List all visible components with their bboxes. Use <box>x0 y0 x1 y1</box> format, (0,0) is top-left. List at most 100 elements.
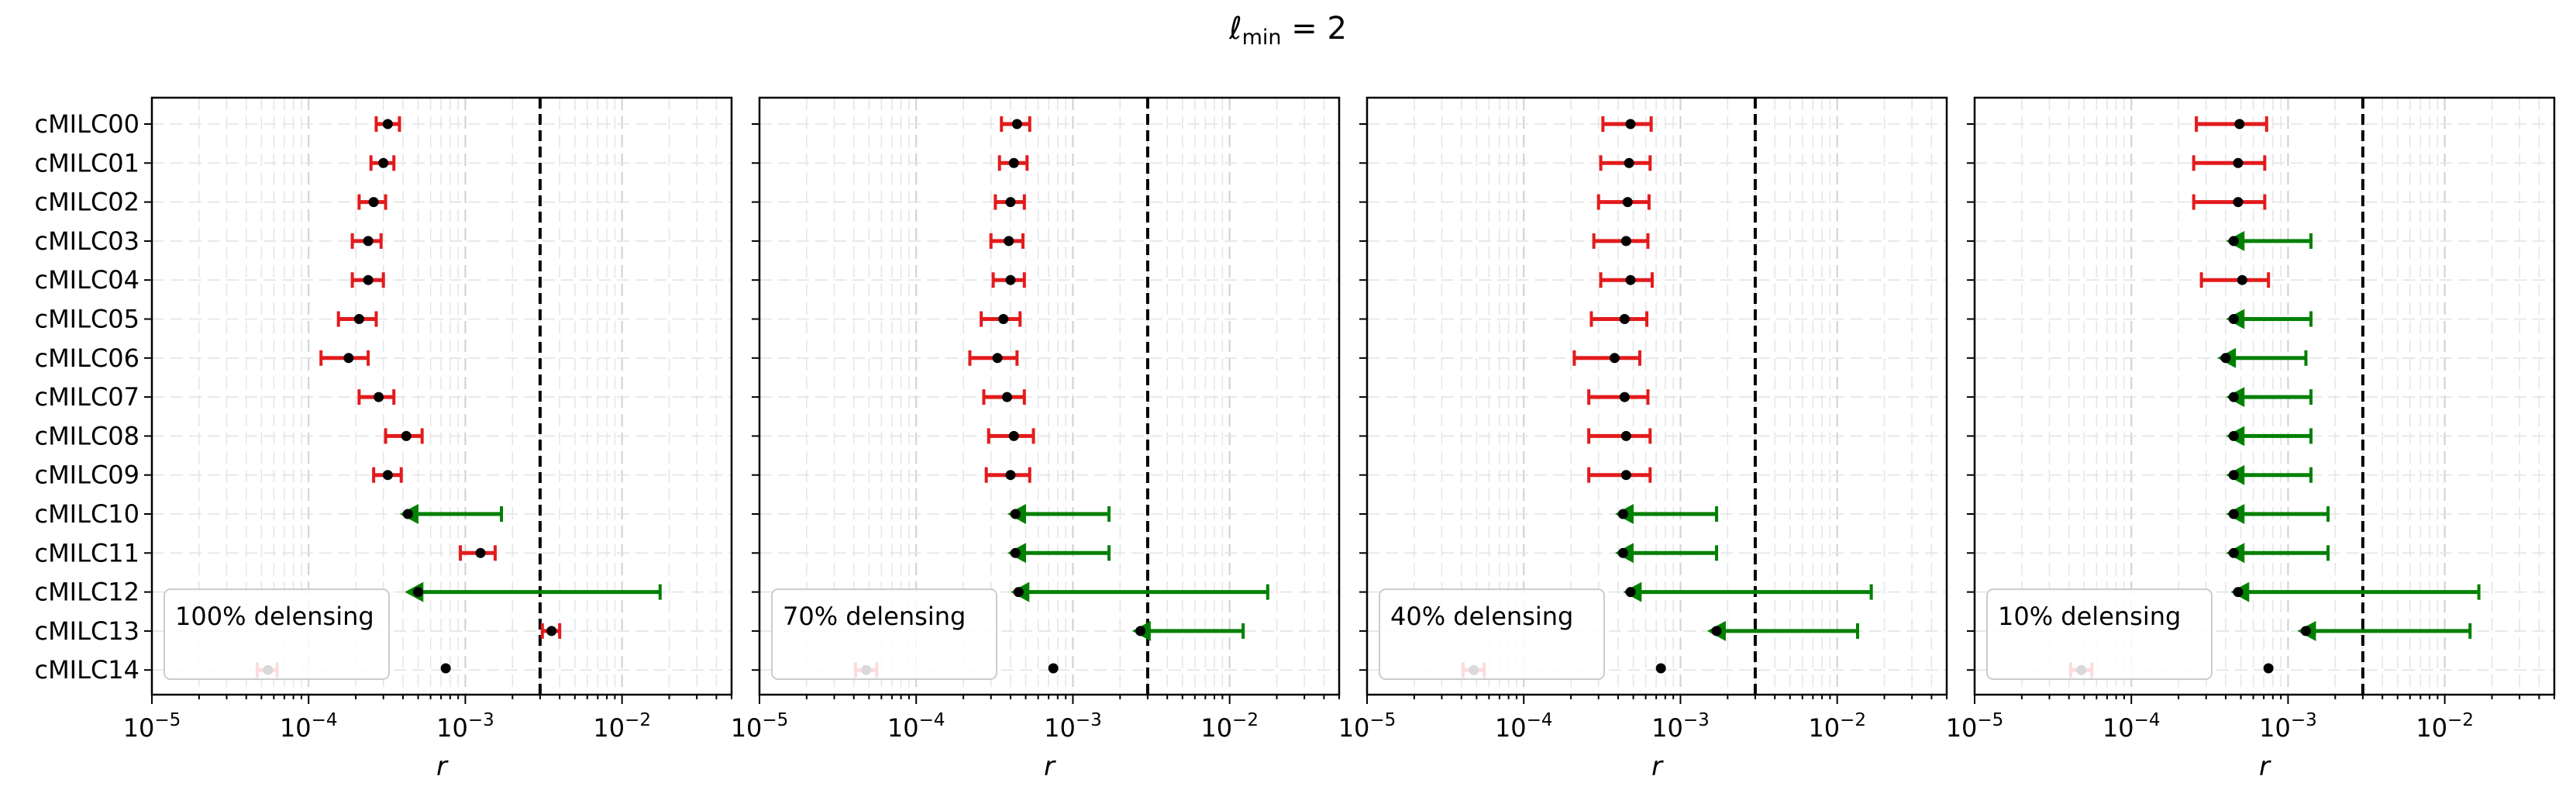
panel-label-box <box>1379 588 1605 680</box>
data-point <box>1010 509 1021 519</box>
data-point <box>382 470 393 481</box>
data-point <box>2233 157 2244 168</box>
data-point <box>2228 470 2239 481</box>
panel-label: 10% delensing <box>1998 602 2181 631</box>
data-point <box>1617 547 1628 558</box>
data-point <box>401 430 412 441</box>
data-point <box>1609 353 1620 364</box>
x-axis-label: r <box>2259 751 2271 782</box>
figure-title: ℓmin = 2 <box>0 11 2576 50</box>
chart-panel-4: 10% delensing 10−5 10−4 10−3 10−2 r <box>1946 96 2556 782</box>
x-tick-label: 10−4 <box>280 710 338 743</box>
chart-panel-3: 40% delensing 10−5 10−4 10−3 10−2 r <box>1338 96 1948 782</box>
y-tick-label: cMILC01 <box>34 148 139 178</box>
data-point <box>1005 274 1016 285</box>
x-tick-label: 10−2 <box>1200 710 1259 743</box>
panel-label: 40% delensing <box>1390 602 1573 631</box>
data-point <box>363 274 374 285</box>
data-point <box>2263 663 2274 674</box>
x-axis-label: r <box>436 751 449 782</box>
data-point <box>2220 353 2231 364</box>
y-tick-label: cMILC09 <box>34 461 139 490</box>
data-point <box>1048 663 1059 674</box>
data-point <box>2237 274 2247 285</box>
data-point <box>1001 392 1012 402</box>
data-point <box>440 663 451 674</box>
data-point <box>382 119 393 129</box>
data-point <box>1619 314 1630 324</box>
y-tick-label: cMILC11 <box>34 538 139 568</box>
data-point <box>2228 392 2239 402</box>
data-point <box>2228 236 2239 247</box>
data-point <box>1008 157 1019 168</box>
data-point <box>2228 509 2239 519</box>
data-point <box>2233 587 2244 598</box>
y-tick-label: cMILC14 <box>34 655 139 685</box>
panel-label: 70% delensing <box>783 602 966 631</box>
data-point <box>2233 197 2244 208</box>
y-tick-label: cMILC00 <box>34 109 139 139</box>
x-tick-label: 10−5 <box>1946 710 2004 743</box>
x-tick-label: 10−4 <box>2102 710 2161 743</box>
title-ell: ℓ <box>1229 11 1242 47</box>
x-tick-label: 10−5 <box>731 710 789 743</box>
x-tick-label: 10−4 <box>1495 710 1553 743</box>
data-point <box>1620 236 1631 247</box>
data-point <box>1624 157 1634 168</box>
panel-label-box <box>771 588 997 680</box>
y-tick-label: cMILC10 <box>34 499 139 529</box>
y-tick-label: cMILC04 <box>34 265 139 295</box>
data-point <box>1622 197 1633 208</box>
y-tick-label: cMILC05 <box>34 305 139 334</box>
x-tick-label: 10−3 <box>2259 710 2317 743</box>
data-point <box>2228 547 2239 558</box>
y-tick-label: cMILC02 <box>34 188 139 217</box>
data-point <box>546 626 557 637</box>
chart-panel-1: 100% delensing 10−5 10−4 10−3 10−2 r cMILC00 cM… <box>34 96 733 782</box>
data-point <box>475 547 486 558</box>
data-point <box>1625 274 1636 285</box>
data-point <box>402 509 413 519</box>
panel-label-box <box>1986 588 2213 680</box>
x-tick-label: 10−5 <box>1338 710 1396 743</box>
data-point <box>368 197 379 208</box>
chart-panel-2: 70% delensing 10−5 10−4 10−3 10−2 r <box>731 96 1341 782</box>
data-point <box>1013 587 1024 598</box>
x-axis-label: r <box>1651 751 1664 782</box>
data-point <box>378 157 389 168</box>
x-tick-label: 10−2 <box>1808 710 1866 743</box>
x-tick-label: 10−3 <box>1044 710 1102 743</box>
y-tick-label: cMILC12 <box>34 578 139 607</box>
data-point <box>1625 587 1636 598</box>
data-point <box>1011 119 1022 129</box>
y-tick-label: cMILC13 <box>34 616 139 646</box>
data-point <box>2300 626 2311 637</box>
x-tick-label: 10−5 <box>123 710 181 743</box>
x-tick-label: 10−4 <box>887 710 945 743</box>
x-axis-label: r <box>1044 751 1056 782</box>
x-tick-label: 10−3 <box>436 710 494 743</box>
panel-label-box <box>164 588 390 680</box>
y-tick-label: cMILC03 <box>34 226 139 256</box>
data-point <box>992 353 1003 364</box>
y-tick-label: cMILC07 <box>34 382 139 412</box>
data-point <box>2228 314 2239 324</box>
data-point <box>1625 119 1636 129</box>
data-point <box>1135 626 1146 637</box>
data-point <box>1008 430 1019 441</box>
data-point <box>998 314 1009 324</box>
data-point <box>1005 197 1016 208</box>
data-point <box>413 587 424 598</box>
data-point <box>2228 430 2239 441</box>
data-point <box>374 392 384 402</box>
x-tick-label: 10−3 <box>1651 710 1710 743</box>
data-point <box>1620 470 1631 481</box>
title-rest: = 2 <box>1281 11 1347 47</box>
data-point <box>353 314 364 324</box>
data-point <box>1711 626 1722 637</box>
data-point <box>1010 547 1021 558</box>
panel-label: 100% delensing <box>175 602 374 631</box>
y-tick-label: cMILC08 <box>34 421 139 450</box>
title-subscript: min <box>1242 26 1282 50</box>
